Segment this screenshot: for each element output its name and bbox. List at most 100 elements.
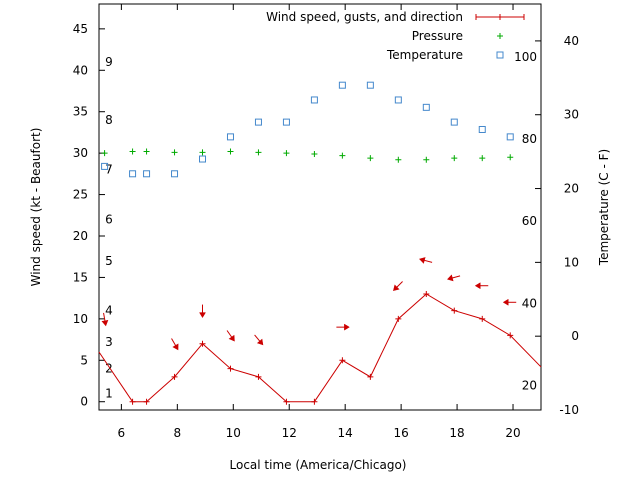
legend-label: Wind speed, gusts, and direction [266,10,463,24]
temperature-point [129,170,137,178]
wind-direction-arrow [393,281,403,292]
wind-point [129,398,136,405]
pressure-point [507,154,514,161]
fahrenheit-label: 80 [522,132,537,146]
y-axis-right-label: Temperature (C - F) [597,149,611,266]
beaufort-label: 3 [105,335,113,349]
x-tick-label: 10 [226,426,241,440]
beaufort-label: 9 [105,55,113,69]
wind-direction-arrow [254,334,264,346]
wind-direction-arrow [474,282,489,290]
series-temperature [101,81,514,178]
pressure-point [311,150,318,157]
y-left-tick-label: 40 [73,63,88,77]
fahrenheit-scale-labels: 20 40 60 80 100 [514,50,537,392]
x-tick-label: 16 [393,426,408,440]
y-left-tick-label: 5 [80,353,88,367]
legend-marker [497,33,503,39]
temperature-point [199,155,207,163]
beaufort-label: 5 [105,254,113,268]
x-axis-label: Local time (America/Chicago) [230,458,407,472]
x-tick-label: 12 [282,426,297,440]
pressure-point [143,148,150,155]
x-tick-label: 6 [118,426,126,440]
pressure-point [129,148,136,155]
y-right-tick-label: -10 [559,403,579,417]
temperature-point [394,96,402,104]
pressure-point [199,149,206,156]
wind-direction-arrow [226,330,235,342]
wind-direction-arrow [419,257,433,264]
wind-point [199,340,206,347]
temperature-point [338,81,346,89]
legend-entry-pressure: Pressure [412,29,503,43]
beaufort-label: 7 [105,163,113,177]
y-axis-left-label: Wind speed (kt - Beaufort) [29,128,43,287]
wind-point [255,373,262,380]
pressure-point [395,156,402,163]
wind-direction-arrow [101,312,109,327]
temperature-point [101,162,109,170]
legend-label: Temperature [386,48,463,62]
beaufort-label: 4 [105,304,113,318]
pressure-point [423,156,430,163]
series-layer [98,81,542,405]
y-right-tick-label: 20 [564,182,579,196]
beaufort-label: 6 [105,212,113,226]
y-left-tick-label: 0 [80,395,88,409]
pressure-point [255,149,262,156]
temperature-point [450,118,458,126]
wind-point [227,365,234,372]
wind-point [451,307,458,314]
y-left-tick-label: 30 [73,146,88,160]
wind-point [143,398,150,405]
pressure-point [283,150,290,157]
wind-point [423,291,430,297]
wind-point [507,332,514,339]
wind-direction-arrow [336,323,350,331]
x-axis-ticks: 6 8 10 12 14 16 18 20 [118,4,521,440]
wind-point [171,373,178,380]
x-tick-label: 14 [338,426,353,440]
wind-point [479,315,486,322]
wind-direction-arrow [171,338,179,351]
y-left-tick-label: 45 [73,22,88,36]
wind-point [367,373,374,380]
pressure-point [171,149,178,156]
pressure-point [479,155,486,162]
temperature-point [254,118,262,126]
legend-marker [496,51,504,59]
x-tick-label: 18 [449,426,464,440]
plot-frame [98,3,542,411]
y-axis-left-ticks: 0 5 10 15 20 25 30 35 40 45 [73,22,105,409]
legend-label: Pressure [412,29,463,43]
fahrenheit-label: 60 [522,214,537,228]
temperature-point [143,170,151,178]
wind-direction-arrow [199,304,206,319]
series-wind [98,291,542,405]
wind-direction-arrows [101,257,517,351]
y-left-tick-label: 15 [73,270,88,284]
y-right-tick-label: 10 [564,255,579,269]
pressure-point [367,155,374,162]
temperature-point [310,96,318,104]
y-right-tick-label: 30 [564,108,579,122]
beaufort-label: 2 [105,362,113,376]
y-left-tick-label: 20 [73,229,88,243]
wind-point [395,315,402,322]
legend-marker [497,14,503,20]
wind-point [339,357,346,364]
temperature-point [171,170,179,178]
temperature-point [282,118,290,126]
wind-direction-arrow [502,298,517,306]
temperature-point [478,125,486,133]
temperature-point [366,81,374,89]
pressure-point [451,155,458,162]
pressure-point [227,148,234,155]
legend-entry-wind: Wind speed, gusts, and direction [266,10,525,24]
temperature-point [422,103,430,111]
series-pressure [101,148,514,163]
y-right-tick-label: 0 [571,329,579,343]
wind-point [283,398,290,405]
